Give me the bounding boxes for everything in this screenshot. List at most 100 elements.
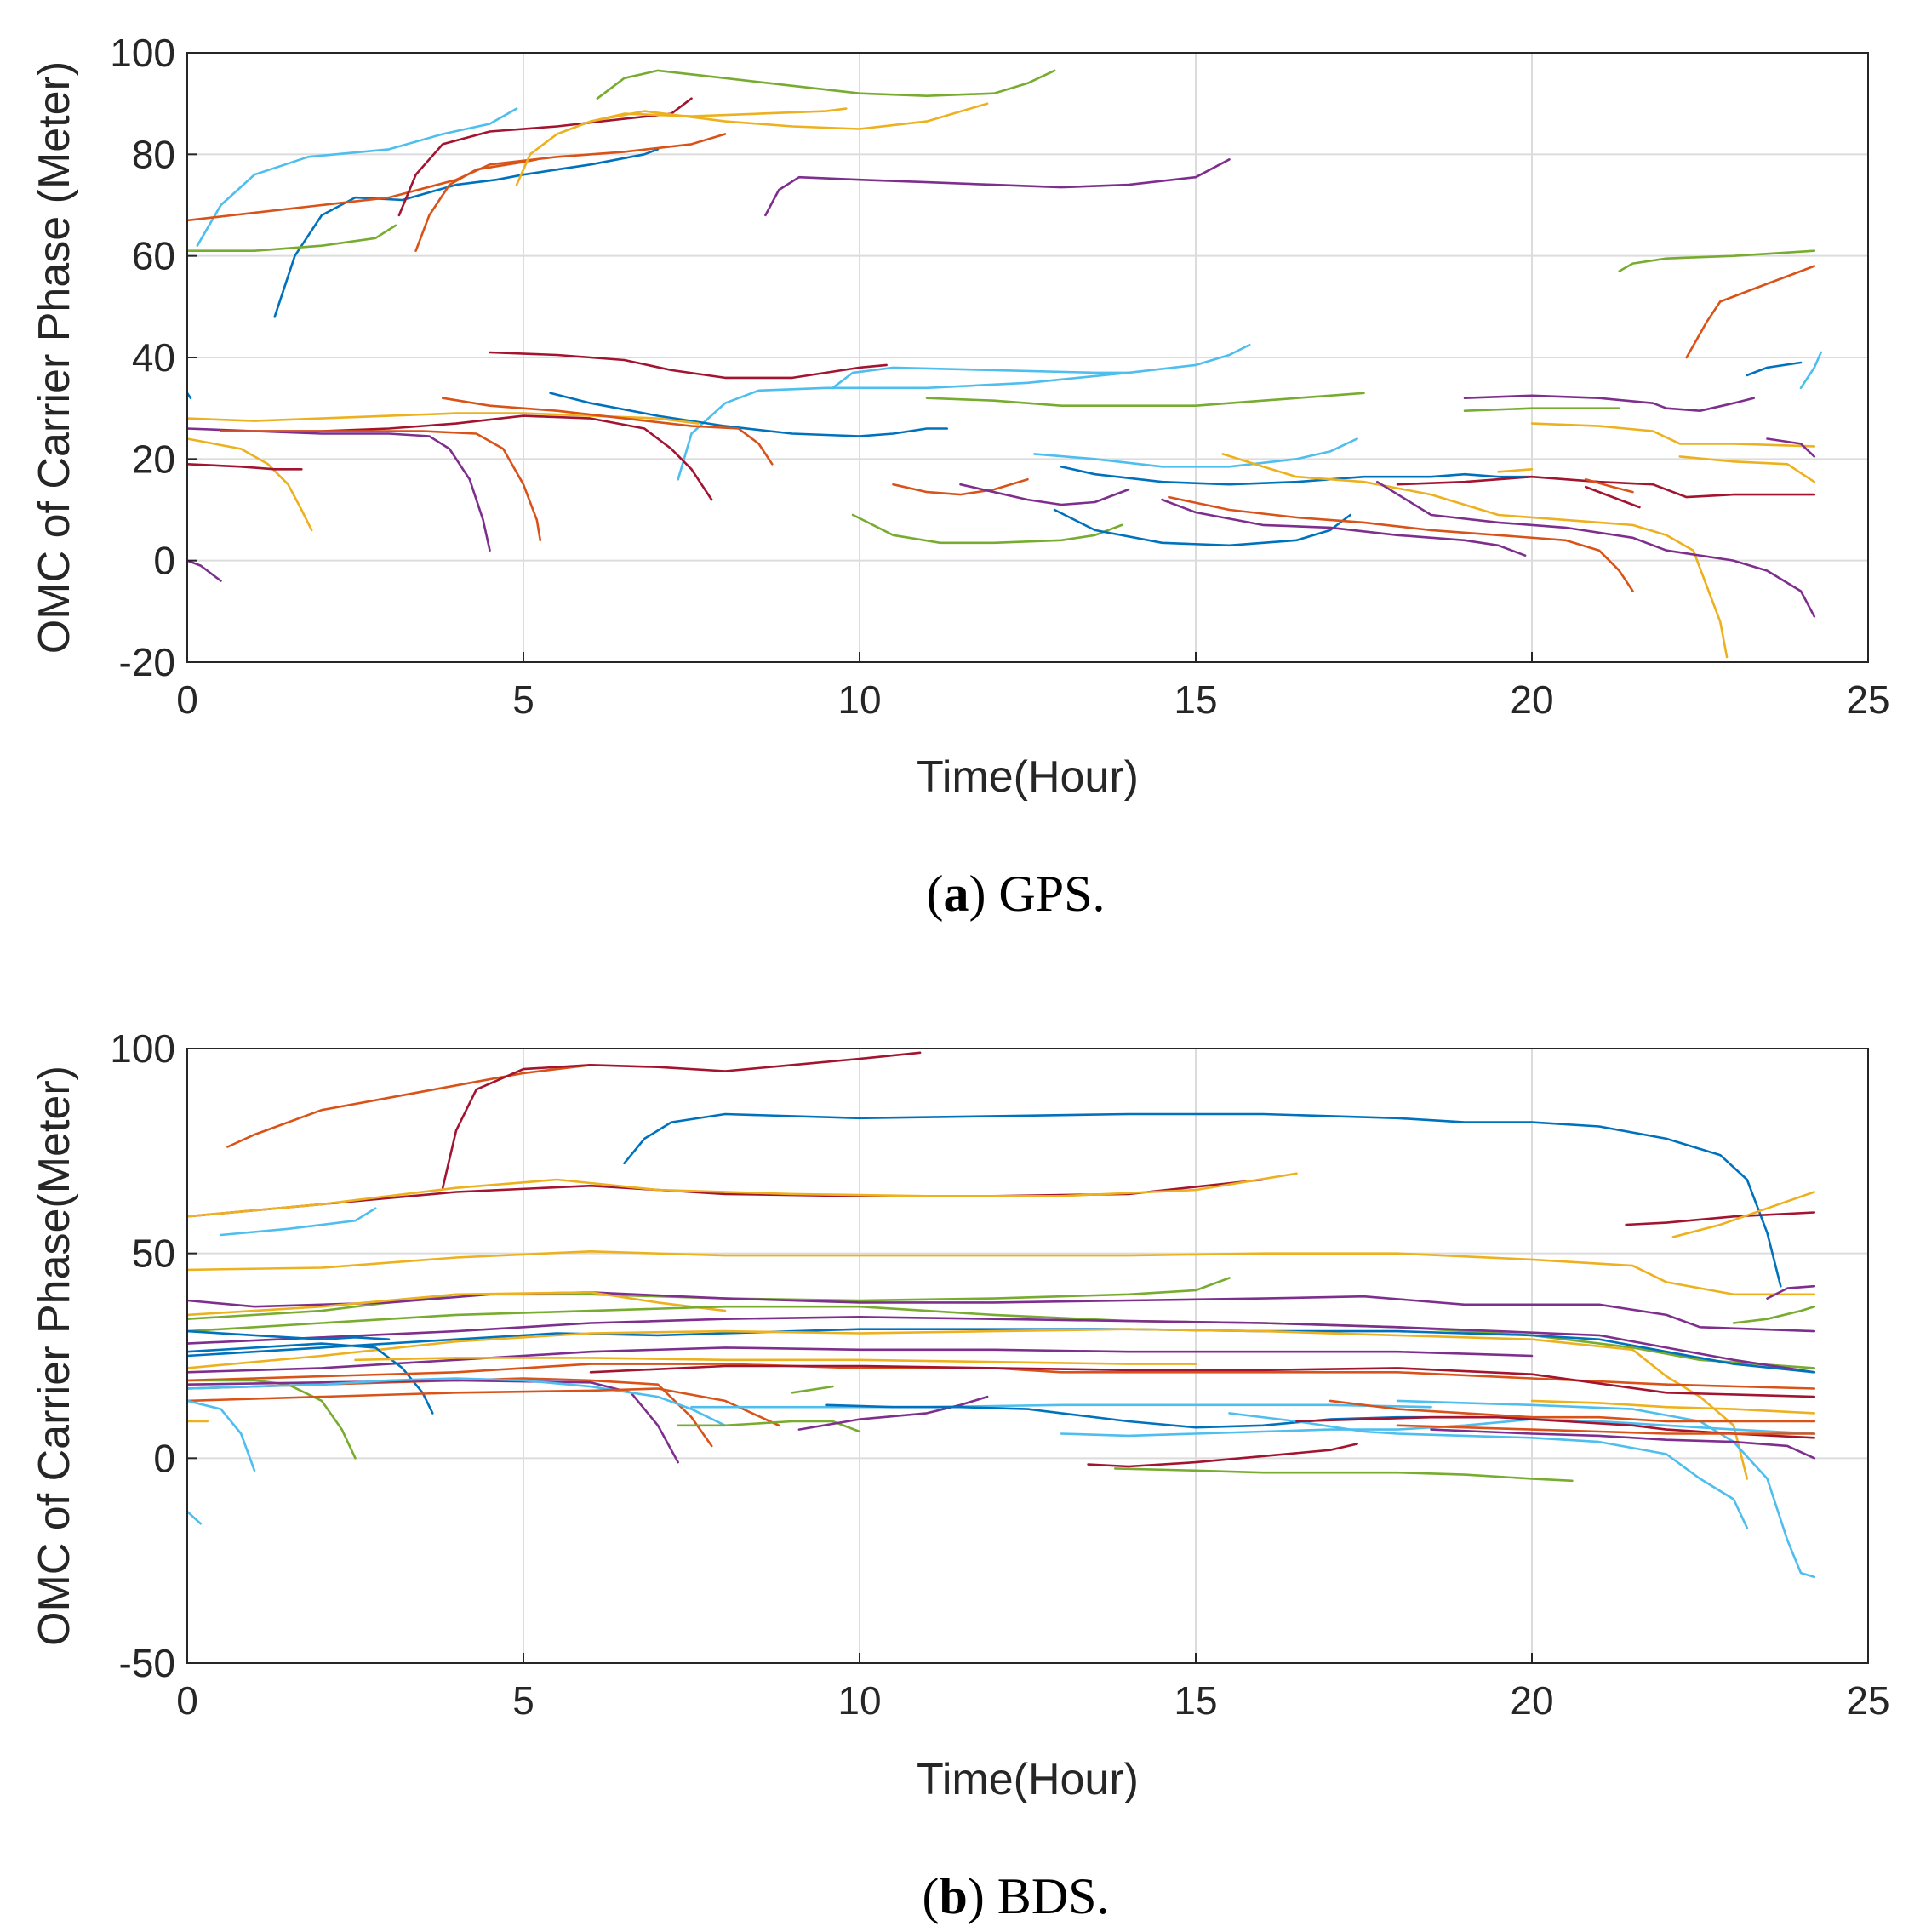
series-line: [825, 1403, 1534, 1429]
series-line: [589, 102, 989, 130]
series-line: [186, 1377, 727, 1427]
series-line: [1732, 1305, 1816, 1324]
series-line: [1746, 361, 1803, 377]
series-line: [186, 1510, 203, 1525]
series-line: [1685, 265, 1816, 359]
series-line: [220, 1207, 377, 1237]
caption: (a) GPS.: [926, 866, 1105, 922]
y-tick-label: 20: [132, 437, 175, 481]
series-line: [1376, 480, 1816, 618]
plot-frame: [186, 1048, 1869, 1664]
tick-marks: [186, 1048, 1869, 1664]
x-tick-label: 0: [176, 677, 198, 722]
series-line: [186, 1291, 1816, 1333]
caption-open: (: [926, 866, 943, 922]
series-line: [1221, 453, 1729, 659]
caption-letter: a: [943, 866, 969, 922]
x-tick-label: 20: [1510, 677, 1553, 722]
series-line: [677, 1420, 861, 1433]
series-line: [677, 343, 1251, 481]
series-line: [186, 1316, 1816, 1374]
series-line: [1584, 485, 1641, 509]
series-line: [831, 366, 1130, 390]
x-tick-label: 20: [1510, 1678, 1553, 1723]
y-tick-label: 100: [110, 31, 175, 75]
series-line: [1329, 1399, 1816, 1423]
series-line: [690, 1403, 1432, 1409]
y-tick-label: 50: [132, 1232, 175, 1276]
series-line: [1463, 394, 1755, 412]
series-line: [1584, 477, 1634, 494]
grid-lines: [187, 53, 1868, 662]
grid-lines: [187, 1049, 1868, 1663]
x-axis-label: Time(Hour): [917, 752, 1139, 802]
caption-text: ) BDS.: [968, 1868, 1110, 1924]
series-line: [1497, 468, 1534, 473]
x-tick-label: 5: [512, 677, 534, 722]
series-line: [186, 1379, 357, 1460]
series-line: [186, 224, 397, 252]
series-line: [196, 107, 518, 247]
series-line: [220, 430, 542, 542]
series-line: [1625, 1211, 1816, 1226]
series-line: [925, 392, 1365, 407]
series-line: [1228, 1412, 1749, 1529]
series-line: [797, 1395, 989, 1431]
series-line: [589, 1364, 1816, 1398]
series-line: [549, 392, 948, 437]
series-line: [1463, 407, 1620, 412]
series-line: [1430, 1428, 1816, 1460]
series-line: [186, 133, 727, 222]
caption-letter: b: [939, 1868, 967, 1924]
series-line: [226, 1064, 592, 1148]
series-line: [1033, 437, 1358, 468]
series-line: [186, 437, 313, 532]
series-line: [1168, 495, 1634, 592]
series-line: [273, 148, 660, 318]
y-tick-label: -50: [119, 1641, 175, 1685]
series-line: [186, 463, 303, 471]
series-line: [186, 1399, 256, 1472]
y-tick-label: -20: [119, 640, 175, 684]
series-line: [186, 1178, 1265, 1218]
series-line: [1396, 1424, 1816, 1435]
series-line: [186, 1346, 1534, 1374]
series-line: [186, 412, 700, 425]
series-line: [186, 1329, 391, 1340]
series-layer: [186, 69, 1822, 659]
caption-open: (: [922, 1868, 939, 1924]
x-tick-labels: 0 5 10 15 20 25: [176, 677, 1889, 722]
series-layer: [186, 1051, 1816, 1579]
series-line: [764, 158, 1231, 217]
series-line: [186, 559, 222, 582]
x-tick-label: 5: [512, 1678, 534, 1723]
series-line: [186, 1291, 727, 1317]
series-line: [186, 1387, 780, 1427]
x-tick-label: 15: [1174, 1678, 1217, 1723]
series-line: [1053, 508, 1351, 547]
series-line: [1530, 422, 1816, 448]
x-tick-label: 10: [837, 677, 881, 722]
series-line: [1799, 351, 1822, 390]
series-line: [851, 513, 1123, 545]
caption: (b) BDS.: [922, 1868, 1109, 1924]
series-line: [1671, 1191, 1816, 1238]
series-line: [186, 1363, 1816, 1390]
series-line: [959, 483, 1130, 506]
x-tick-label: 0: [176, 1678, 198, 1723]
x-tick-labels: 0 5 10 15 20 25: [176, 1678, 1889, 1723]
tick-marks: [186, 52, 1869, 663]
caption-text: ) GPS.: [969, 866, 1105, 922]
series-line: [1530, 1399, 1816, 1415]
y-axis-label: OMC of Carrier Phase (Meter): [30, 61, 79, 654]
series-line: [596, 69, 1056, 100]
y-tick-labels: -50 0 50 100: [110, 1026, 175, 1685]
series-line: [186, 1379, 679, 1464]
x-tick-label: 25: [1846, 1678, 1889, 1723]
y-axis-label: OMC of Carrier Phase(Meter): [30, 1066, 79, 1646]
series-line: [186, 1305, 1816, 1369]
y-tick-label: 80: [132, 132, 175, 176]
series-line: [186, 1328, 1749, 1480]
